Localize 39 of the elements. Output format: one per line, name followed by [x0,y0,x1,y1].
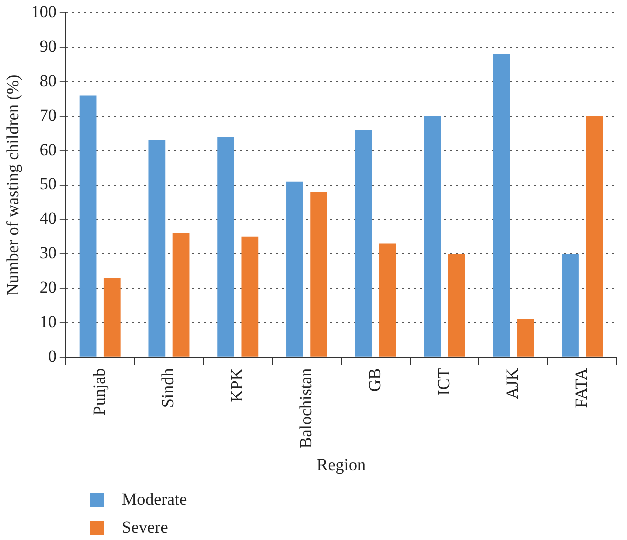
bar [517,319,534,357]
x-tick-label: KPK [228,368,247,402]
y-tick-label: 80 [40,71,57,90]
bar [218,137,234,357]
y-tick-label: 70 [40,106,57,125]
bar [493,54,510,357]
y-tick-label: 10 [40,312,57,332]
bar [286,182,304,357]
bar [172,233,190,357]
x-tick-label: Sindh [158,368,178,408]
bar [310,192,328,357]
y-tick-label: 100 [31,2,57,22]
legend-label: Severe [122,518,168,538]
x-tick-label: AJK [503,368,522,400]
y-axis-title: Number of wasting children (%) [4,74,23,296]
y-tick-label: 60 [40,140,57,160]
y-tick-label: 0 [48,346,57,366]
bar [448,254,466,357]
x-tick-label: Balochistan [296,368,316,449]
legend-label: Moderate [122,490,188,510]
bar [586,116,604,357]
y-tick-label: 50 [40,174,57,194]
bar [380,244,396,357]
x-axis-title: Region [316,455,367,474]
bar [562,254,579,357]
x-tick-label: ICT [434,368,454,396]
bar [148,140,166,357]
bar [80,96,97,357]
bar [355,130,372,357]
y-tick-label: 30 [40,244,57,263]
bar [242,236,259,357]
y-tick-label: 40 [40,209,57,228]
x-tick-label: FATA [572,368,592,408]
bar [104,278,121,357]
bar [424,116,442,357]
x-tick-label: Punjab [90,368,109,416]
x-tick-label: GB [365,368,384,392]
y-tick-label: 20 [40,278,57,297]
y-tick-label: 90 [40,37,57,56]
